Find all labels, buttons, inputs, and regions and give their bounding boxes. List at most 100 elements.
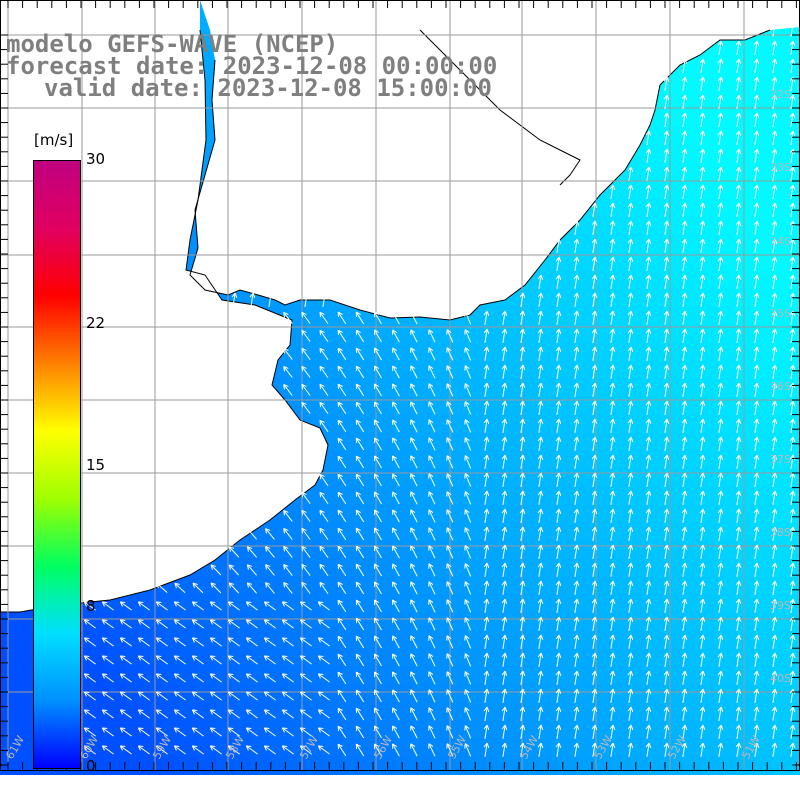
speed-cell xyxy=(738,360,757,379)
speed-cell xyxy=(504,396,523,415)
speed-cell xyxy=(414,324,433,343)
lat-label: 33S xyxy=(770,161,791,174)
speed-cell xyxy=(198,594,217,613)
speed-cell xyxy=(720,414,739,433)
speed-cell xyxy=(270,684,289,703)
speed-cell xyxy=(774,414,793,433)
speed-cell xyxy=(648,270,667,289)
speed-cell xyxy=(270,666,289,685)
speed-cell xyxy=(648,216,667,235)
lat-label: 36S xyxy=(770,380,791,393)
speed-cell xyxy=(738,36,757,55)
speed-cell xyxy=(432,756,451,775)
speed-cell xyxy=(648,396,667,415)
speed-cell xyxy=(576,216,595,235)
speed-cell xyxy=(522,396,541,415)
speed-cell xyxy=(756,756,775,775)
speed-cell xyxy=(756,504,775,523)
speed-cell xyxy=(612,288,631,307)
speed-cell xyxy=(450,396,469,415)
speed-cell xyxy=(180,630,199,649)
speed-cell xyxy=(450,666,469,685)
speed-cell xyxy=(180,648,199,667)
speed-cell xyxy=(414,558,433,577)
speed-cell xyxy=(486,756,505,775)
speed-cell xyxy=(756,360,775,379)
speed-cell xyxy=(414,630,433,649)
speed-cell xyxy=(558,414,577,433)
speed-cell xyxy=(702,126,721,145)
speed-cell xyxy=(486,486,505,505)
speed-cell xyxy=(288,648,307,667)
speed-cell xyxy=(216,702,235,721)
speed-cell xyxy=(594,360,613,379)
speed-cell xyxy=(468,522,487,541)
speed-cell xyxy=(738,342,757,361)
speed-cell xyxy=(0,666,19,685)
speed-cell xyxy=(666,126,685,145)
speed-cell xyxy=(360,450,379,469)
speed-cell xyxy=(594,432,613,451)
speed-cell xyxy=(648,162,667,181)
speed-cell xyxy=(198,630,217,649)
speed-cell xyxy=(252,612,271,631)
speed-cell xyxy=(792,468,800,487)
speed-cell xyxy=(684,360,703,379)
speed-cell xyxy=(720,90,739,109)
lat-label: 38S xyxy=(770,526,791,539)
speed-cell xyxy=(774,486,793,505)
speed-cell xyxy=(504,378,523,397)
speed-cell xyxy=(648,432,667,451)
speed-cell xyxy=(558,360,577,379)
speed-cell xyxy=(324,324,343,343)
lat-label: 39S xyxy=(770,599,791,612)
speed-cell xyxy=(684,306,703,325)
speed-cell xyxy=(684,198,703,217)
speed-cell xyxy=(702,324,721,343)
speed-cell xyxy=(432,468,451,487)
speed-cell xyxy=(756,288,775,307)
speed-cell xyxy=(576,486,595,505)
speed-cell xyxy=(126,738,145,757)
speed-cell xyxy=(774,90,793,109)
speed-cell xyxy=(630,180,649,199)
speed-cell xyxy=(306,324,325,343)
speed-cell xyxy=(756,72,775,91)
speed-cell xyxy=(468,576,487,595)
speed-cell xyxy=(126,594,145,613)
speed-cell xyxy=(486,450,505,469)
speed-cell xyxy=(684,414,703,433)
speed-cell xyxy=(342,324,361,343)
speed-cell xyxy=(450,486,469,505)
speed-cell xyxy=(252,666,271,685)
speed-cell xyxy=(216,648,235,667)
speed-cell xyxy=(702,90,721,109)
speed-cell xyxy=(612,450,631,469)
speed-cell xyxy=(702,144,721,163)
speed-cell xyxy=(612,216,631,235)
speed-cell xyxy=(378,342,397,361)
speed-cell xyxy=(630,396,649,415)
speed-cell xyxy=(288,594,307,613)
speed-cell xyxy=(594,504,613,523)
speed-cell xyxy=(666,108,685,127)
speed-cell xyxy=(684,288,703,307)
speed-cell xyxy=(756,90,775,109)
speed-cell xyxy=(468,540,487,559)
speed-cell xyxy=(0,612,19,631)
speed-cell xyxy=(486,378,505,397)
speed-cell xyxy=(792,180,800,199)
speed-cell xyxy=(234,756,253,775)
speed-cell xyxy=(432,558,451,577)
speed-cell xyxy=(270,756,289,775)
speed-cell xyxy=(558,486,577,505)
speed-cell xyxy=(432,396,451,415)
speed-cell xyxy=(666,486,685,505)
speed-cell xyxy=(558,306,577,325)
speed-cell xyxy=(486,396,505,415)
speed-cell xyxy=(720,486,739,505)
speed-cell xyxy=(504,360,523,379)
valid-date: valid date: 2023-12-08 15:00:00 xyxy=(44,74,492,102)
speed-cell xyxy=(738,378,757,397)
speed-cell xyxy=(666,90,685,109)
